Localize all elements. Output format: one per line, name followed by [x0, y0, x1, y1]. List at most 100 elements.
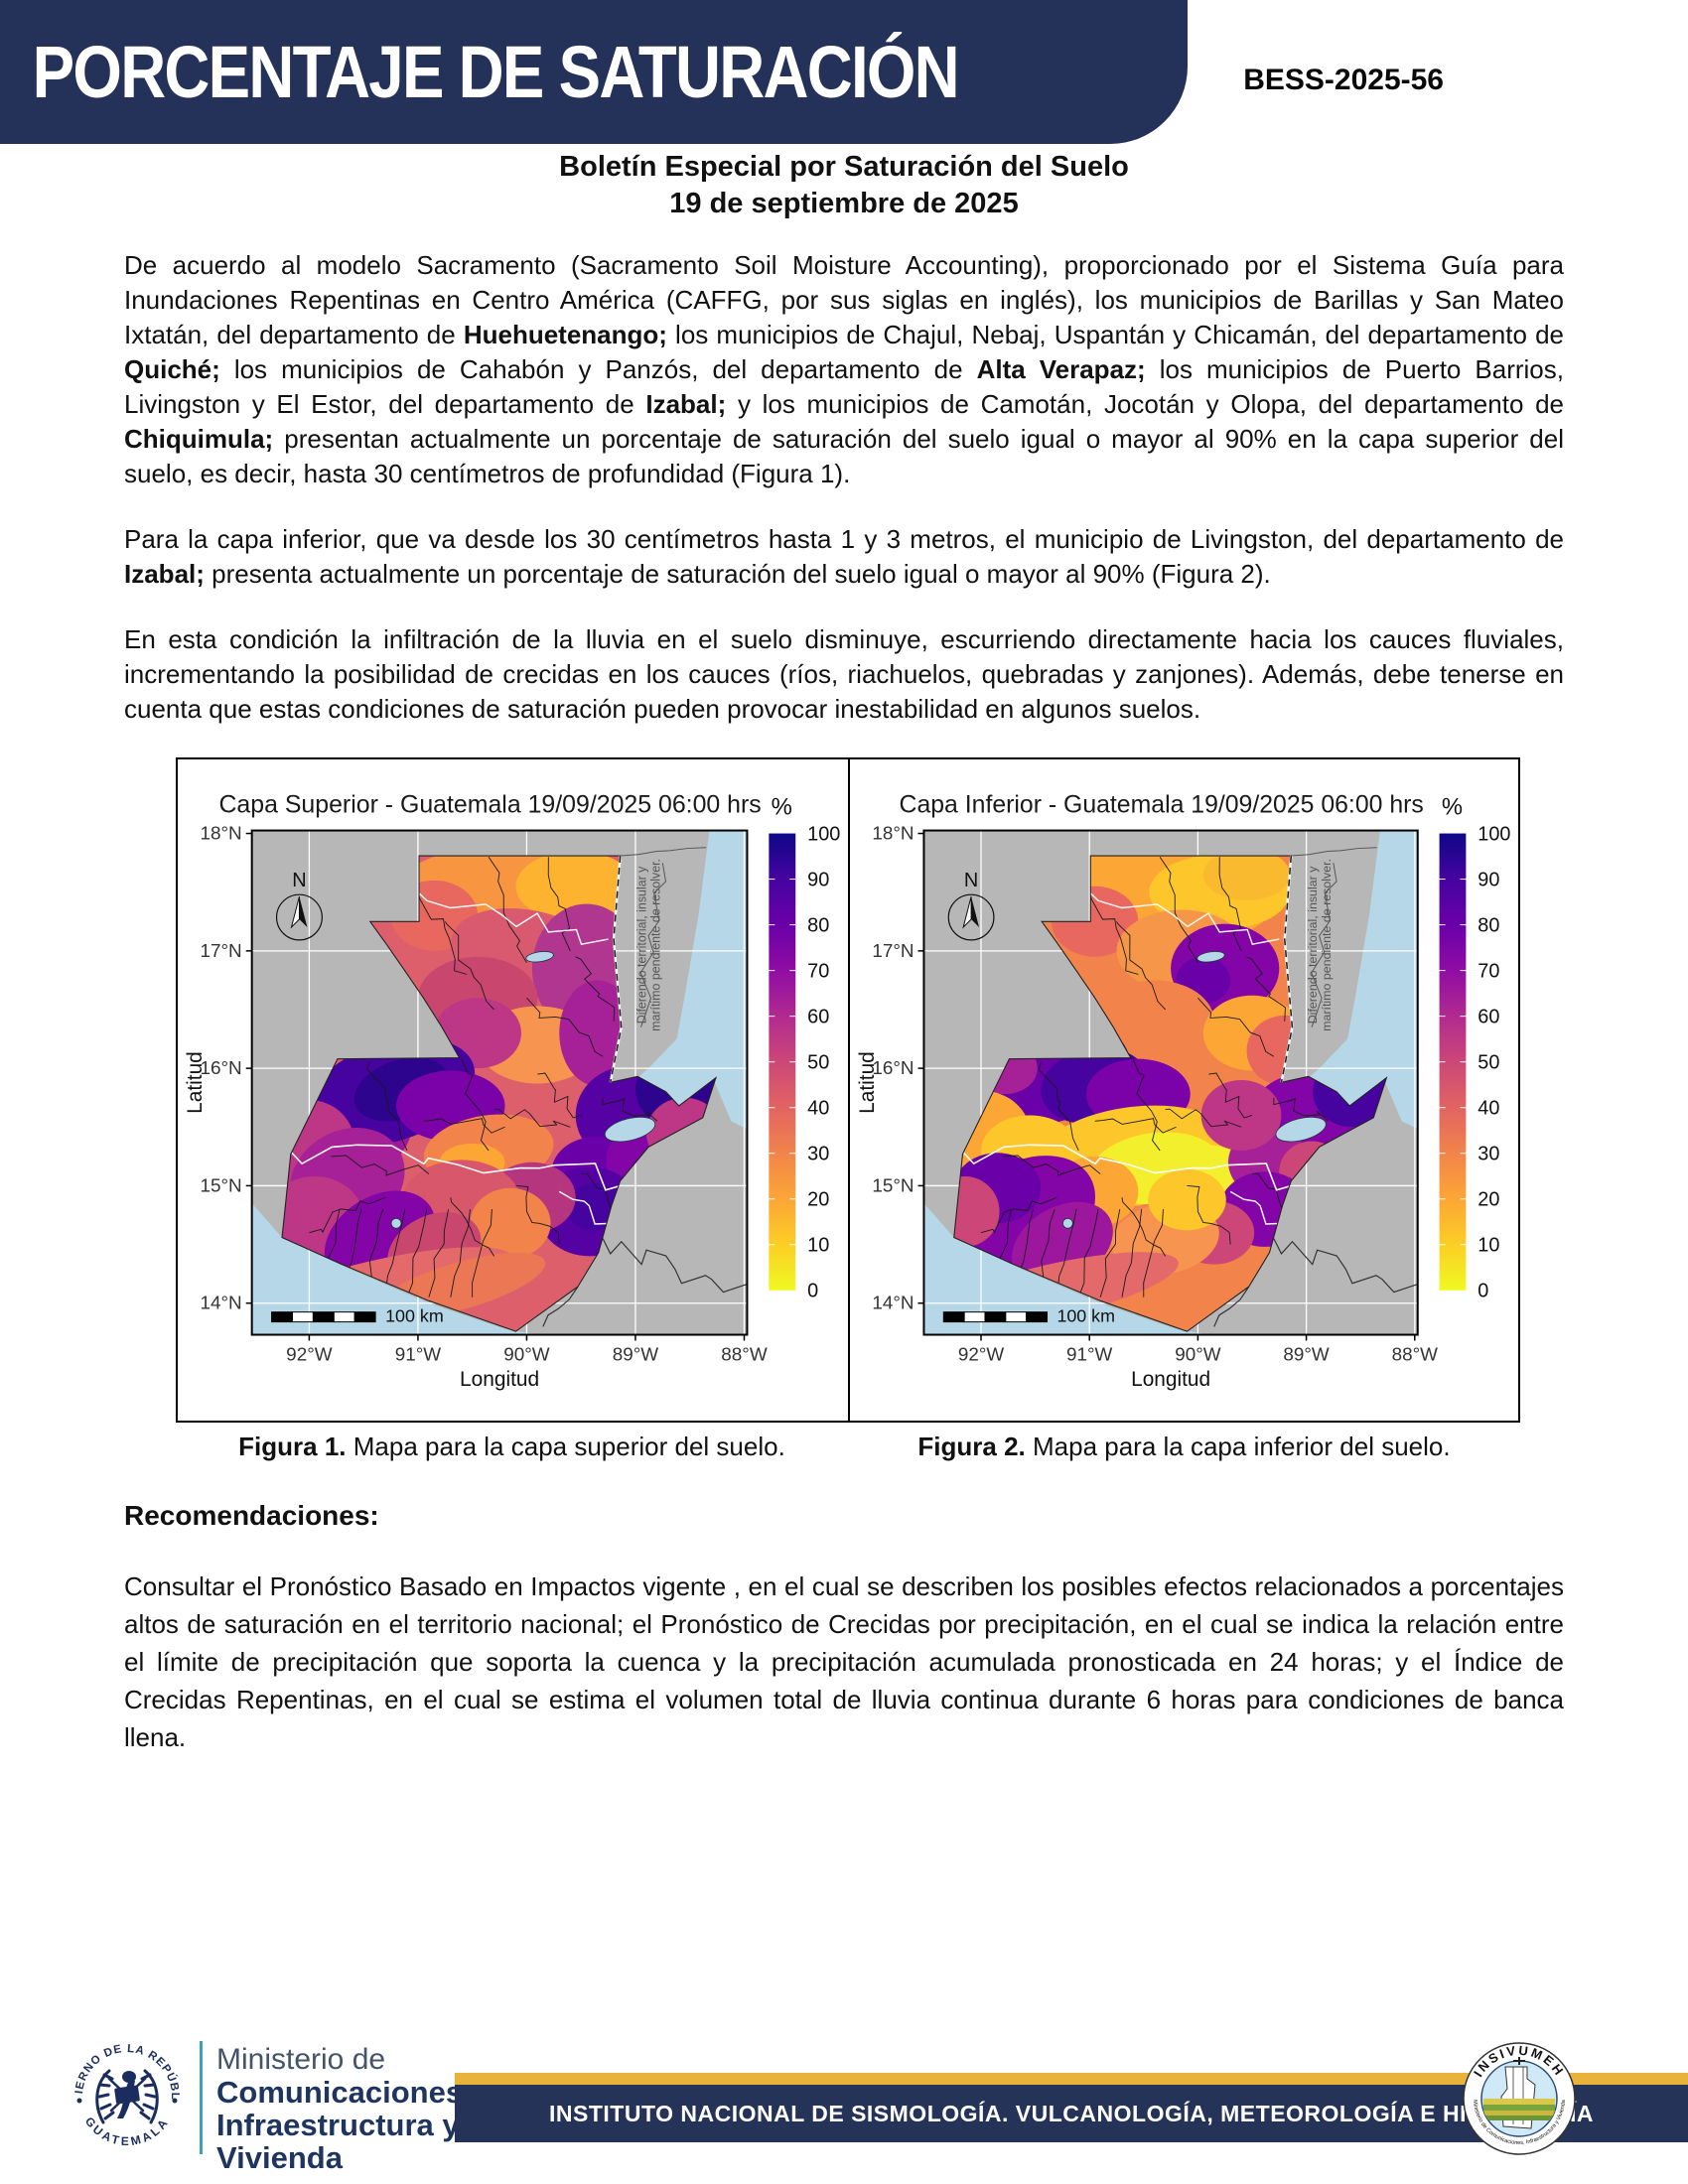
x-axis-label: Longitud [460, 1368, 539, 1391]
seal-bottom-text: GUATEMALA [82, 2115, 169, 2148]
recommendations-body: Consultar el Pronóstico Basado en Impact… [124, 1571, 1564, 1752]
ministry-bold-line-2: Infraestructura y [216, 2108, 460, 2142]
figure-2-map: Capa Inferior - Guatemala 19/09/2025 06:… [856, 792, 1511, 1392]
figure-2-caption-label: Figura 2. [917, 1432, 1026, 1461]
bulletin-date: 19 de septiembre de 2025 [669, 188, 1019, 219]
colorbar-tick: 100 [807, 824, 840, 846]
north-label: N [964, 870, 978, 891]
government-seal-logo: GOBIERNO DE LA REPÚBLICA GUATEMALA [66, 2035, 180, 2148]
territorial-disclaimer: marítimo pendiente de resolver. [1320, 859, 1334, 1031]
lon-tick: 89°W [613, 1344, 659, 1365]
ministry-bold-line-1: Comunicaciones, [216, 2075, 472, 2110]
colorbar-tick: 70 [807, 961, 829, 983]
lon-tick: 92°W [286, 1344, 333, 1365]
colorbar-tick: 60 [807, 1007, 829, 1028]
lat-tick: 15°N [872, 1174, 914, 1195]
colorbar-tick: 80 [807, 915, 829, 937]
lon-tick: 89°W [1283, 1343, 1329, 1364]
y-axis-label: Latitud [856, 1051, 879, 1114]
colorbar-tick: 20 [1477, 1189, 1499, 1211]
figure-1-caption-text: Mapa para la capa superior del suelo. [346, 1432, 785, 1461]
figure-2-caption-text: Mapa para la capa inferior del suelo. [1025, 1432, 1451, 1461]
lon-tick: 91°W [1066, 1343, 1112, 1364]
recommendations-heading: Recomendaciones: [124, 1500, 379, 1531]
lat-tick: 16°N [200, 1058, 241, 1079]
colorbar-tick: 10 [1477, 1235, 1499, 1257]
lon-tick: 91°W [395, 1344, 442, 1365]
paragraph-2: Para la capa inferior, que va desde los … [124, 524, 1564, 589]
territorial-disclaimer: Diferendo territorial, insular y [1306, 866, 1320, 1024]
paragraph-3: En esta condición la infiltración de la … [124, 624, 1564, 724]
colorbar-tick: 50 [1477, 1052, 1499, 1074]
figure-title: Capa Superior - Guatemala 19/09/2025 06:… [218, 791, 761, 819]
document-body: Boletín Especial por Saturación del Suel… [124, 149, 1564, 1756]
colorbar-tick: 0 [807, 1281, 818, 1302]
figure-title: Capa Inferior - Guatemala 19/09/2025 06:… [900, 792, 1424, 819]
lat-tick: 16°N [872, 1057, 914, 1078]
x-axis-label: Longitud [1131, 1368, 1210, 1391]
footer-divider [200, 2041, 203, 2154]
institute-banner-text: INSTITUTO NACIONAL DE SISMOLOGÍA. VULCAN… [549, 2100, 1594, 2126]
lat-tick: 15°N [200, 1175, 241, 1196]
colorbar-tick: 60 [1477, 1007, 1499, 1028]
colorbar-title: % [1442, 794, 1463, 821]
figure-1-caption: Figura 1. Mapa para la capa superior del… [176, 1432, 848, 1462]
lat-tick: 14°N [200, 1294, 241, 1314]
figure-1-map: Capa Superior - Guatemala 19/09/2025 06:… [184, 791, 840, 1392]
figure-2-panel: Capa Inferior - Guatemala 19/09/2025 06:… [848, 759, 1518, 1421]
colorbar-tick: 80 [1477, 915, 1499, 937]
colorbar-tick: 100 [1477, 823, 1510, 845]
figure-2-caption: Figura 2. Mapa para la capa inferior del… [848, 1432, 1520, 1462]
lat-tick: 18°N [872, 823, 914, 844]
colorbar-tick: 40 [807, 1098, 829, 1120]
bulletin-title: Boletín Especial por Saturación del Suel… [559, 151, 1129, 183]
colorbar-tick: 10 [807, 1235, 829, 1257]
colorbar-tick: 30 [807, 1144, 829, 1165]
ministry-logo-text: Ministerio de Comunicaciones, Infraestru… [216, 2043, 472, 2174]
lon-tick: 92°W [958, 1343, 1004, 1364]
figure-box: Capa Superior - Guatemala 19/09/2025 06:… [176, 757, 1520, 1423]
seal-dot-left [76, 2098, 82, 2104]
colorbar-tick: 0 [1477, 1281, 1488, 1302]
lat-tick: 17°N [200, 941, 241, 962]
document-number: BESS-2025-56 [1243, 64, 1444, 96]
figure-1-caption-label: Figura 1. [238, 1432, 347, 1461]
colorbar-tick: 90 [807, 870, 829, 891]
page-title: PORCENTAJE DE SATURACIÓN [32, 31, 960, 113]
y-axis-label: Latitud [184, 1051, 207, 1114]
lon-tick: 88°W [1392, 1343, 1438, 1364]
territorial-disclaimer: Diferendo territorial, insular y [634, 866, 648, 1024]
figure-1-panel: Capa Superior - Guatemala 19/09/2025 06:… [178, 759, 848, 1421]
colorbar-tick: 50 [807, 1052, 829, 1074]
ministry-light-line: Ministerio de [216, 2043, 386, 2076]
colorbar-tick: 90 [1477, 870, 1499, 891]
north-label: N [292, 870, 306, 891]
ministry-bold-line-3: Vivienda [216, 2140, 343, 2175]
header-banner: PORCENTAJE DE SATURACIÓN [0, 0, 1188, 144]
colorbar-tick: 70 [1477, 961, 1499, 983]
insivumeh-emblem [1483, 2066, 1555, 2129]
colorbar-tick: 30 [1477, 1144, 1499, 1165]
colorbar-tick: 20 [807, 1189, 829, 1211]
colorbar-title: % [772, 794, 792, 821]
lon-tick: 90°W [503, 1344, 550, 1365]
figure-captions: Figura 1. Mapa para la capa superior del… [176, 1432, 1520, 1462]
insivumeh-logo: INSIVUMEH Ministerio de Comunicaciones, … [1463, 2042, 1576, 2155]
lon-tick: 90°W [1175, 1343, 1220, 1364]
paragraph-1: De acuerdo al modelo Sacramento (Sacrame… [124, 250, 1564, 488]
lat-tick: 14°N [872, 1293, 914, 1313]
colorbar-tick: 40 [1477, 1098, 1499, 1120]
seal-dot-right [172, 2098, 178, 2104]
footer-gold-stripe [455, 2073, 1688, 2085]
scale-label: 100 km [1056, 1306, 1115, 1326]
lat-tick: 17°N [872, 940, 914, 961]
paragraph-block: De acuerdo al modelo Sacramento (Sacrame… [124, 248, 1564, 727]
territorial-disclaimer: marítimo pendiente de resolver. [648, 859, 662, 1031]
svg-text:GUATEMALA: GUATEMALA [82, 2115, 172, 2148]
lat-tick: 18°N [200, 824, 241, 845]
seal-emblem [95, 2069, 159, 2124]
lon-tick: 88°W [721, 1344, 768, 1365]
scale-label: 100 km [385, 1306, 444, 1326]
seal-quetzal-icon [114, 2071, 140, 2118]
